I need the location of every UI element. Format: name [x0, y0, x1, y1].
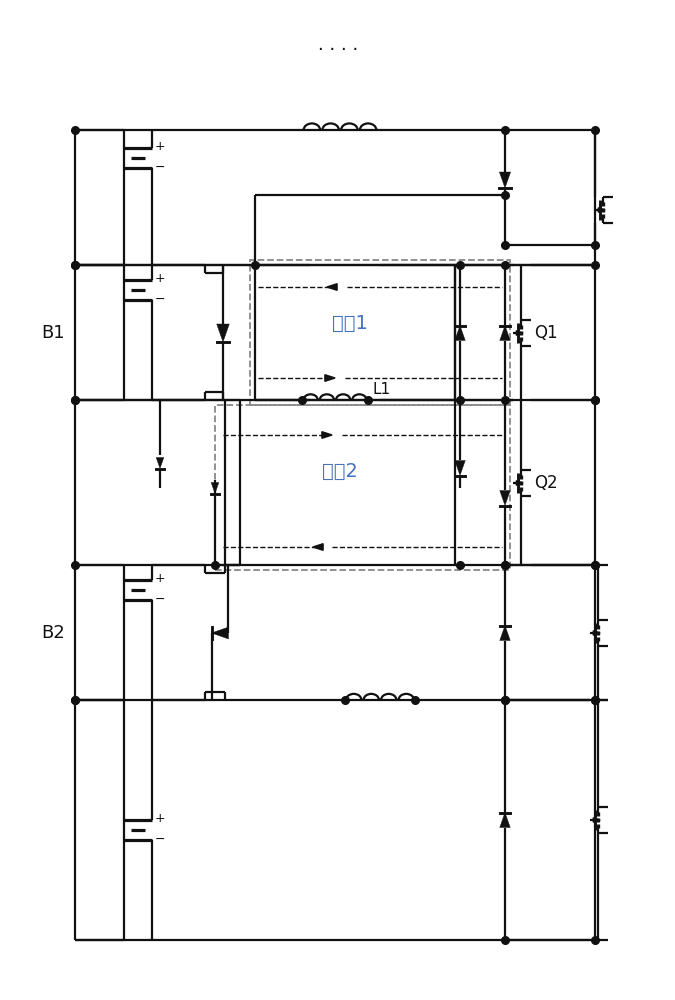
Text: · · · ·: · · · · [318, 41, 358, 59]
Polygon shape [593, 631, 600, 635]
Polygon shape [500, 172, 510, 188]
Text: +: + [155, 272, 165, 286]
Text: −: − [155, 292, 165, 306]
Polygon shape [593, 818, 600, 822]
Polygon shape [500, 626, 510, 641]
Text: −: − [155, 592, 165, 605]
Polygon shape [322, 432, 332, 438]
Text: Q1: Q1 [534, 324, 558, 342]
Polygon shape [211, 483, 219, 493]
Polygon shape [455, 326, 465, 340]
Polygon shape [500, 490, 510, 506]
Text: 阶段2: 阶段2 [322, 462, 358, 481]
Text: −: − [155, 832, 165, 846]
Polygon shape [156, 458, 164, 468]
Polygon shape [327, 284, 337, 290]
Polygon shape [516, 331, 523, 335]
Polygon shape [500, 812, 510, 828]
Polygon shape [455, 460, 465, 476]
Polygon shape [516, 481, 523, 485]
Polygon shape [217, 324, 230, 342]
Text: L1: L1 [373, 381, 391, 396]
Text: +: + [155, 140, 165, 153]
Polygon shape [313, 544, 323, 550]
Bar [215, 405, 510, 570]
Bar [250, 260, 510, 405]
Text: +: + [155, 572, 165, 585]
Text: Q2: Q2 [534, 474, 558, 492]
Polygon shape [211, 627, 229, 639]
Polygon shape [598, 208, 605, 212]
Text: B2: B2 [41, 624, 65, 642]
Polygon shape [325, 375, 335, 381]
Text: +: + [155, 812, 165, 826]
Text: −: − [155, 160, 165, 174]
Text: 阶段1: 阶段1 [332, 314, 368, 332]
Polygon shape [500, 326, 510, 340]
Text: B1: B1 [41, 324, 65, 342]
